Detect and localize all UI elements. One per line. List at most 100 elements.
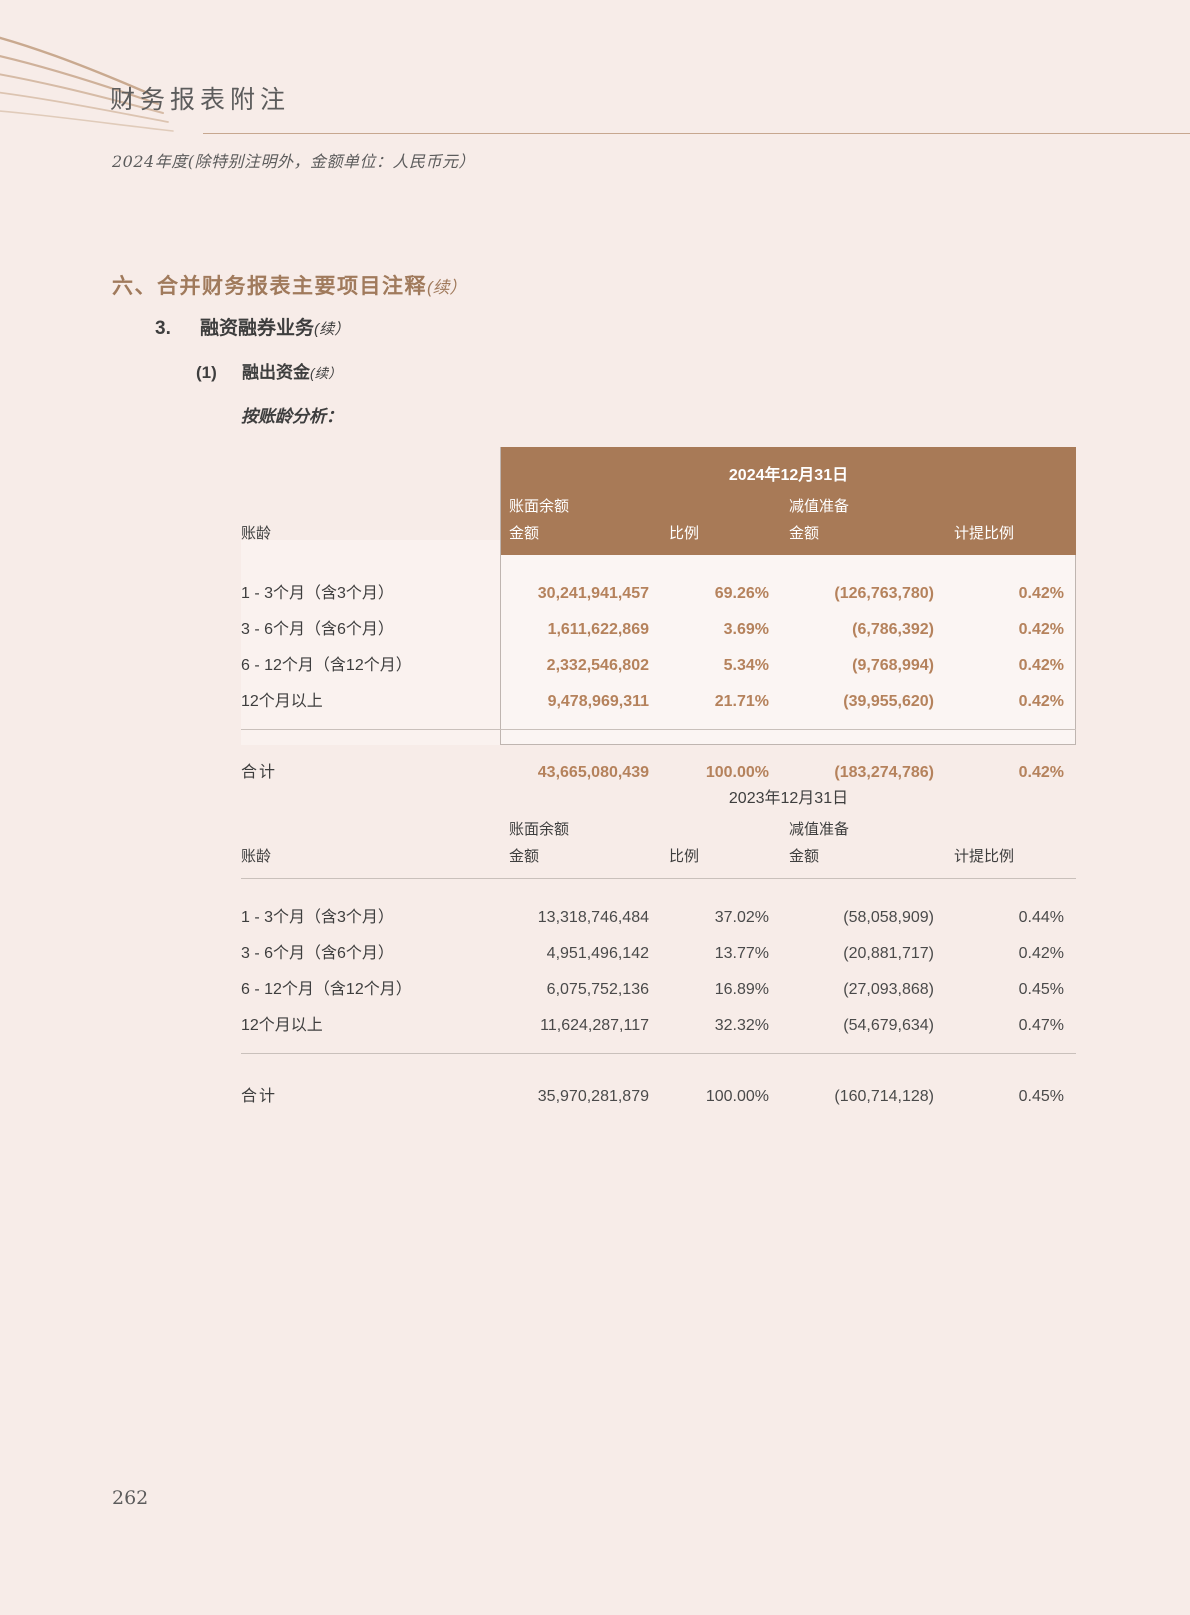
- table-2024-group-balance: 账面余额: [501, 495, 781, 522]
- row-amount: 30,241,941,457: [537, 585, 649, 602]
- row-age: 6 - 12个月（含12个月）: [241, 981, 412, 998]
- row-amount: 2,332,546,802: [546, 657, 649, 674]
- table-row: 3 - 6个月（含6个月） 1,611,622,869 3.69% (6,786…: [241, 609, 1076, 645]
- row-impairment-amount: (54,679,634): [843, 1017, 934, 1034]
- row-impairment-amount: (27,093,868): [843, 981, 934, 998]
- table-2023-column-row: 账龄 金额 比例 金额 计提比例: [241, 845, 1076, 878]
- total-provision-ratio: 0.42%: [1018, 764, 1065, 781]
- table-2023-head-divider: [241, 878, 1077, 879]
- row-amount: 11,624,287,117: [540, 1017, 649, 1034]
- total-label: 合计: [241, 764, 278, 781]
- page-header: 财务报表附注: [0, 0, 1190, 140]
- table-2024-date-header: 2024年12月31日: [501, 447, 1077, 495]
- header-divider: [203, 133, 1190, 134]
- row-amount: 13,318,746,484: [537, 909, 649, 926]
- table-2023-col-age: 账龄: [241, 848, 272, 865]
- table-2024-group-row: 账面余额 减值准备: [241, 495, 1077, 522]
- table-2023-date-header: 2023年12月31日: [728, 790, 849, 807]
- total-amount: 43,665,080,439: [537, 764, 649, 781]
- table-2023-group-row: 账面余额 减值准备: [241, 818, 1076, 845]
- section-heading-level1-continued: (续）: [427, 278, 467, 297]
- row-age: 1 - 3个月（含3个月）: [241, 909, 394, 926]
- row-provision-ratio: 0.45%: [1018, 981, 1065, 998]
- row-impairment-amount: (9,768,994): [852, 657, 934, 674]
- section-heading-level2-continued: (续）: [314, 321, 350, 338]
- total-amount: 35,970,281,879: [537, 1088, 649, 1105]
- row-amount: 6,075,752,136: [546, 981, 649, 998]
- row-impairment-amount: (6,786,392): [852, 621, 934, 638]
- page-title: 财务报表附注: [110, 85, 291, 114]
- row-ratio: 16.89%: [714, 981, 769, 998]
- section-heading-level2-number: 3.: [155, 318, 171, 339]
- total-impairment-amount: (160,714,128): [834, 1088, 934, 1105]
- total-ratio: 100.00%: [705, 1088, 769, 1105]
- row-ratio: 3.69%: [723, 621, 769, 638]
- section-heading-level1-text: 六、合并财务报表主要项目注释: [112, 275, 427, 298]
- row-ratio: 5.34%: [723, 657, 769, 674]
- table-2023-group-impairment: 减值准备: [789, 821, 850, 838]
- section-heading-level1: 六、合并财务报表主要项目注释(续）: [112, 270, 466, 300]
- page-number: 262: [112, 1487, 149, 1509]
- table-row: 12个月以上 11,624,287,117 32.32% (54,679,634…: [241, 1005, 1076, 1041]
- table-2024-group-impairment: 减值准备: [781, 495, 1077, 522]
- table-row: 1 - 3个月（含3个月） 13,318,746,484 37.02% (58,…: [241, 897, 1076, 933]
- section-heading-level3-text: 融出资金: [242, 363, 310, 382]
- table-total-row: 合计 43,665,080,439 100.00% (183,274,786) …: [241, 748, 1076, 796]
- row-ratio: 37.02%: [714, 909, 769, 926]
- table-2024-date-row: 2024年12月31日: [241, 447, 1077, 495]
- table-2023-group-balance: 账面余额: [509, 821, 570, 838]
- table-2023-col-provision-ratio: 计提比例: [954, 848, 1015, 865]
- row-age: 12个月以上: [241, 1017, 323, 1034]
- section-heading-level2: 3. 融资融券业务(续）: [155, 313, 349, 340]
- table-2024-post-rule-spacer: [241, 730, 1076, 748]
- total-impairment-amount: (183,274,786): [834, 764, 934, 781]
- row-amount: 9,478,969,311: [547, 693, 649, 710]
- table-2024-col-provision-ratio: 计提比例: [946, 522, 1077, 555]
- table-2023-date-spacer: [241, 770, 501, 818]
- table-2023-col-impairment-amount: 金额: [789, 848, 820, 865]
- row-impairment-amount: (20,881,717): [843, 945, 934, 962]
- aging-table-2024: 2024年12月31日 账面余额 减值准备 账龄 金额 比例 金额 计提比例 1…: [241, 447, 1077, 796]
- table-2023-col-amount: 金额: [509, 848, 540, 865]
- table-2024-date-spacer: [241, 447, 501, 495]
- table-2023-post-rule-spacer: [241, 1054, 1076, 1072]
- row-provision-ratio: 0.42%: [1018, 693, 1065, 710]
- table-2024-pre-rule-spacer: [241, 717, 1076, 729]
- table-row: 6 - 12个月（含12个月） 6,075,752,136 16.89% (27…: [241, 969, 1076, 1005]
- table-2023-col-ratio: 比例: [669, 848, 700, 865]
- table-2024-total-divider: [241, 729, 1077, 730]
- row-ratio: 21.71%: [714, 693, 769, 710]
- page-subtitle: 2024年度(除特别注明外，金额单位：人民币元）: [112, 152, 475, 171]
- row-provision-ratio: 0.42%: [1018, 621, 1065, 638]
- row-impairment-amount: (39,955,620): [843, 693, 934, 710]
- aging-analysis-label: 按账龄分析：: [241, 407, 343, 426]
- row-provision-ratio: 0.42%: [1018, 657, 1065, 674]
- table-2023-pre-rule-spacer: [241, 1041, 1076, 1053]
- row-age: 3 - 6个月（含6个月）: [241, 945, 394, 962]
- table-total-row: 合计 35,970,281,879 100.00% (160,714,128) …: [241, 1072, 1076, 1120]
- aging-table-2023: 2023年12月31日 账面余额 减值准备 账龄 金额 比例 金额 计提比例 1…: [241, 770, 1077, 1120]
- table-2024-col-amount: 金额: [501, 522, 661, 555]
- corner-arc-decoration-icon: [0, 36, 174, 132]
- row-age: 3 - 6个月（含6个月）: [241, 621, 394, 638]
- table-row: 12个月以上 9,478,969,311 21.71% (39,955,620)…: [241, 681, 1076, 717]
- row-provision-ratio: 0.42%: [1018, 945, 1065, 962]
- row-impairment-amount: (126,763,780): [834, 585, 934, 602]
- table-2023-date-row: 2023年12月31日: [241, 770, 1076, 818]
- total-ratio: 100.00%: [705, 764, 769, 781]
- table-2023-head: 2023年12月31日 账面余额 减值准备 账龄 金额 比例 金额 计提比例: [241, 770, 1076, 878]
- table-row: 3 - 6个月（含6个月） 4,951,496,142 13.77% (20,8…: [241, 933, 1076, 969]
- table-2024-col-impairment-amount: 金额: [781, 522, 946, 555]
- table-2023-group-spacer: [241, 818, 501, 845]
- table-row: 6 - 12个月（含12个月） 2,332,546,802 5.34% (9,7…: [241, 645, 1076, 681]
- table-2023-top-spacer: [241, 879, 1076, 897]
- table-2024-column-row: 账龄 金额 比例 金额 计提比例: [241, 522, 1077, 555]
- table-2024-group-spacer: [241, 495, 501, 522]
- total-provision-ratio: 0.45%: [1018, 1088, 1065, 1105]
- section-heading-level3-number: (1): [196, 363, 217, 382]
- table-2024-head: 2024年12月31日 账面余额 减值准备 账龄 金额 比例 金额 计提比例: [241, 447, 1077, 555]
- row-ratio: 69.26%: [714, 585, 769, 602]
- row-ratio: 13.77%: [714, 945, 769, 962]
- section-heading-level3-continued: (续）: [310, 366, 342, 381]
- row-provision-ratio: 0.44%: [1018, 909, 1065, 926]
